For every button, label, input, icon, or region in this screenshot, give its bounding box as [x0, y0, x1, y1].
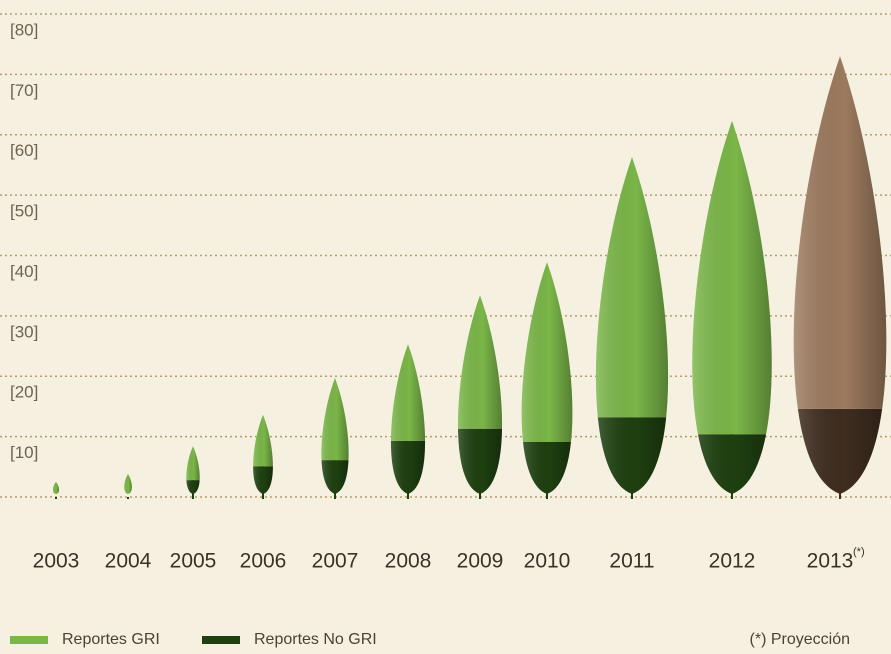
y-tick-label: [20] [10, 383, 38, 402]
x-tick-label: 2012 [709, 550, 756, 573]
leaf-shade [321, 378, 348, 494]
y-tick-label: [10] [10, 443, 38, 462]
leaf-shade [522, 262, 573, 494]
leaf-shade [124, 474, 132, 494]
y-tick-label: [30] [10, 322, 38, 341]
legend-label: Reportes GRI [62, 631, 160, 648]
leaf-shade [253, 415, 273, 494]
x-tick-label: 2005 [170, 550, 217, 573]
leaf-shade [53, 482, 59, 494]
y-tick-label: [50] [10, 202, 38, 221]
leaf-shade [186, 446, 199, 494]
x-tick-label: 2003 [33, 550, 80, 573]
projection-marker: (*) [853, 546, 865, 558]
x-tick-label: 2008 [385, 550, 432, 573]
x-tick-label: 2013 [807, 550, 854, 573]
legend-swatch [202, 636, 240, 644]
legend-label: Reportes No GRI [254, 631, 377, 648]
leaf-shade [692, 121, 771, 494]
x-tick-label: 2010 [524, 550, 571, 573]
x-tick-label: 2011 [609, 550, 654, 573]
x-tick-label: 2006 [240, 550, 287, 573]
leaf-shade [391, 344, 425, 494]
footnote: (*) Proyección [750, 631, 850, 648]
x-tick-label: 2004 [105, 550, 152, 573]
y-tick-label: [70] [10, 81, 38, 100]
legend-swatch [10, 636, 48, 644]
chart: (*) Proyección [10] [20] [30] [40] [50] [60] [… [0, 0, 891, 654]
y-tick-label: [60] [10, 141, 38, 160]
leaf-shade [794, 56, 887, 494]
x-tick-label: 2007 [312, 550, 359, 573]
y-tick-label: [80] [10, 20, 38, 39]
x-tick-label: 2009 [457, 550, 504, 573]
y-tick-label: [40] [10, 262, 38, 281]
leaf-shade [458, 295, 502, 494]
leaf-shade [596, 157, 668, 494]
